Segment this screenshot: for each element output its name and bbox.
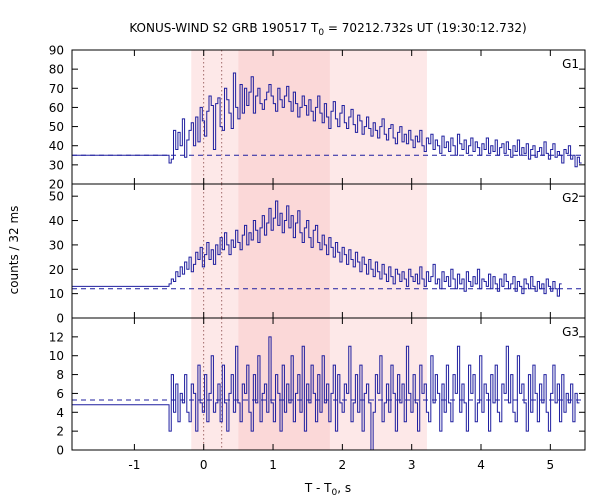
panel-label-g2: G2 [562,191,579,205]
y-tick-label: 40 [49,214,64,228]
y-tick-label: 0 [56,444,64,458]
panel-g3: 0 2 4 6 8 10 12 G3 [49,317,586,458]
highlight-region-1 [238,184,330,318]
y-tick-label: 10 [49,349,64,363]
x-tick-label: 4 [477,458,485,472]
light-curve-series [72,200,562,297]
y-tick-label: 90 [49,44,64,58]
y-tick-label: 80 [49,63,64,77]
y-tick-label: 0 [56,312,64,326]
x-tick-label: 5 [547,458,555,472]
light-curve-series [72,72,582,168]
light-curve-series [72,336,580,451]
y-tick-label: 30 [49,158,64,172]
y-tick-label: 60 [49,101,64,115]
y-tick-label: 12 [49,330,64,344]
highlight-region-1 [238,50,330,184]
y-tick-label: 40 [49,139,64,153]
y-tick-label: 50 [49,190,64,204]
panel-label-g3: G3 [562,325,579,339]
chart-title: KONUS-WIND S2 GRB 190517 T0 = 70212.732s… [129,21,526,38]
y-tick-label: 8 [56,368,64,382]
y-tick-label: 20 [49,178,64,192]
x-tick-label: 0 [200,458,208,472]
y-tick-label: 10 [49,287,64,301]
x-tick-label: -1 [128,458,140,472]
x-tick-label: 1 [269,458,277,472]
panel-g2: 0 10 20 30 40 50 G2 [49,183,586,326]
panel-frame [71,317,586,451]
y-axis-label: counts / 32 ms [7,206,21,295]
y-tick-label: 70 [49,82,64,96]
x-axis-label: T - T0, s [304,481,351,498]
panel-label-g1: G1 [562,57,579,71]
y-tick-label: 4 [56,406,64,420]
y-tick-label: 2 [56,425,64,439]
y-tick-label: 20 [49,263,64,277]
x-tick-label: 3 [408,458,416,472]
y-tick-label: 30 [49,238,64,252]
y-tick-label: 6 [56,387,64,401]
panel-g1: 20 30 40 50 60 70 80 90 G1 [49,44,586,192]
y-tick-label: 50 [49,120,64,134]
x-tick-label: 2 [339,458,347,472]
